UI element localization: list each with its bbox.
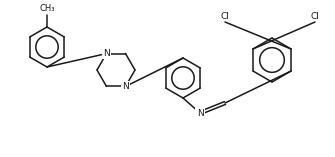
Text: Cl: Cl (220, 12, 229, 21)
Text: N: N (197, 108, 203, 117)
Text: CH₃: CH₃ (39, 4, 55, 13)
Text: Cl: Cl (311, 12, 320, 21)
Text: N: N (103, 49, 110, 58)
Text: N: N (122, 82, 129, 91)
